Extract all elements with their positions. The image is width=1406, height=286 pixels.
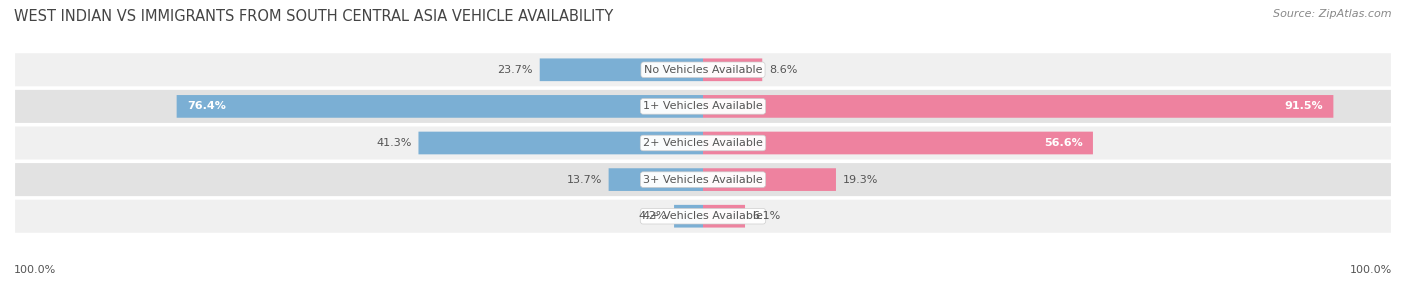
Text: 4+ Vehicles Available: 4+ Vehicles Available [643, 211, 763, 221]
Text: 76.4%: 76.4% [187, 102, 226, 111]
FancyBboxPatch shape [14, 126, 1392, 160]
Text: 91.5%: 91.5% [1285, 102, 1323, 111]
Text: 6.1%: 6.1% [752, 211, 780, 221]
Text: 8.6%: 8.6% [769, 65, 797, 75]
FancyBboxPatch shape [703, 58, 762, 81]
FancyBboxPatch shape [14, 52, 1392, 87]
Text: 100.0%: 100.0% [14, 265, 56, 275]
FancyBboxPatch shape [703, 132, 1092, 154]
FancyBboxPatch shape [673, 205, 703, 228]
FancyBboxPatch shape [419, 132, 703, 154]
Text: WEST INDIAN VS IMMIGRANTS FROM SOUTH CENTRAL ASIA VEHICLE AVAILABILITY: WEST INDIAN VS IMMIGRANTS FROM SOUTH CEN… [14, 9, 613, 23]
FancyBboxPatch shape [609, 168, 703, 191]
FancyBboxPatch shape [14, 199, 1392, 234]
FancyBboxPatch shape [177, 95, 703, 118]
FancyBboxPatch shape [703, 205, 745, 228]
Text: 19.3%: 19.3% [842, 175, 879, 184]
FancyBboxPatch shape [703, 168, 837, 191]
Text: 3+ Vehicles Available: 3+ Vehicles Available [643, 175, 763, 184]
Text: 2+ Vehicles Available: 2+ Vehicles Available [643, 138, 763, 148]
Text: 56.6%: 56.6% [1043, 138, 1083, 148]
FancyBboxPatch shape [703, 95, 1333, 118]
Text: 23.7%: 23.7% [498, 65, 533, 75]
FancyBboxPatch shape [540, 58, 703, 81]
Text: 13.7%: 13.7% [567, 175, 602, 184]
FancyBboxPatch shape [14, 89, 1392, 124]
FancyBboxPatch shape [14, 162, 1392, 197]
Text: 4.2%: 4.2% [638, 211, 668, 221]
Text: 100.0%: 100.0% [1350, 265, 1392, 275]
Text: 1+ Vehicles Available: 1+ Vehicles Available [643, 102, 763, 111]
Text: 41.3%: 41.3% [377, 138, 412, 148]
Text: Source: ZipAtlas.com: Source: ZipAtlas.com [1274, 9, 1392, 19]
Text: No Vehicles Available: No Vehicles Available [644, 65, 762, 75]
